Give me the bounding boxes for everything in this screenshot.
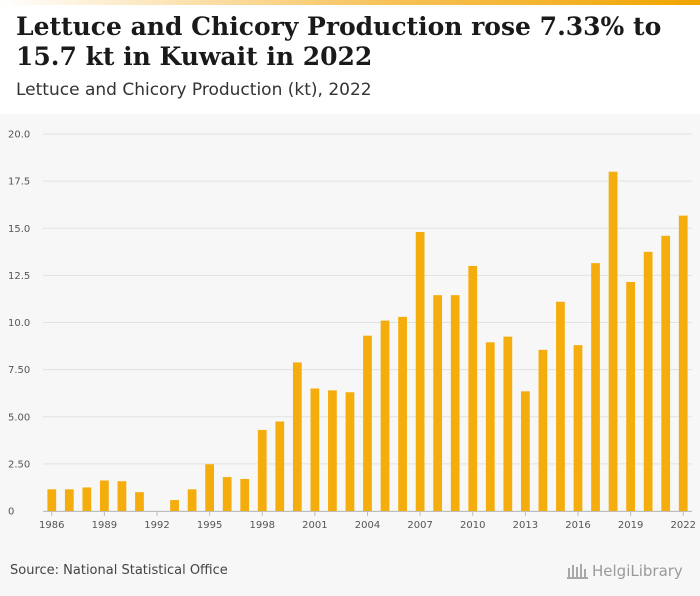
bar-2003: [345, 392, 355, 511]
bar-2011: [485, 342, 495, 511]
x-tick-label: 1989: [92, 520, 117, 531]
bar-1996: [222, 477, 232, 511]
bar-2006: [398, 316, 407, 511]
bar-chart: 0 2.50 5.00 7.50 10.0 12.5 15.0 17.5 20.0 1986 198…: [8, 130, 696, 532]
y-tick-label: 5.00: [8, 412, 30, 423]
bar-1987: [64, 489, 74, 511]
top-accent-strip: [0, 0, 700, 5]
y-tick-label: 0: [8, 507, 14, 518]
x-tick-label: 1998: [250, 520, 275, 531]
source-note: Source: National Statistical Office: [10, 563, 228, 578]
bar-1994: [187, 489, 197, 511]
bar-2019: [626, 281, 635, 511]
bar-2000: [292, 362, 302, 511]
bar-1997: [240, 478, 250, 511]
x-tick-label: 2004: [355, 520, 380, 531]
bar-2022: [678, 215, 688, 512]
bar-2018: [608, 171, 618, 511]
x-tick-label: 1986: [39, 520, 64, 531]
y-tick-label: 2.50: [8, 459, 30, 470]
y-tick-label: 7.50: [8, 365, 30, 376]
bar-1998: [257, 429, 267, 511]
chart-panel: 0 2.50 5.00 7.50 10.0 12.5 15.0 17.5 20.0 1986 198…: [0, 114, 700, 596]
bar-2020: [643, 251, 653, 511]
logo-text: HelgiLibrary: [592, 562, 683, 580]
x-tick-label: 2016: [565, 520, 590, 531]
bar-1986: [47, 489, 57, 511]
bar-1991: [135, 492, 144, 511]
bar-2007: [415, 232, 425, 511]
bar-2014: [538, 349, 548, 511]
bar-1988: [82, 487, 92, 511]
y-tick-label: 15.0: [8, 224, 30, 235]
bar-1990: [117, 481, 127, 511]
bar-1989: [100, 480, 109, 511]
bar-2016: [573, 345, 583, 511]
x-tick-label: 2019: [618, 520, 643, 531]
x-tick-label: 1992: [144, 520, 169, 531]
x-tick-label: 2013: [513, 520, 538, 531]
bar-2002: [328, 390, 337, 511]
x-tick-label: 2007: [407, 520, 432, 531]
bar-2001: [310, 388, 320, 511]
chart-subtitle: Lettuce and Chicory Production (kt), 202…: [16, 80, 372, 100]
helgilibrary-logo: HelgiLibrary: [567, 562, 683, 580]
bar-2004: [363, 335, 372, 511]
y-tick-label: 17.5: [8, 177, 30, 188]
bar-1999: [275, 421, 285, 511]
bar-2017: [591, 263, 600, 511]
y-tick-label: 20.0: [8, 130, 30, 141]
y-tick-label: 12.5: [8, 271, 30, 282]
bar-2013: [520, 391, 530, 511]
x-tick-label: 2010: [460, 520, 485, 531]
bar-1995: [205, 464, 215, 511]
bar-2021: [661, 235, 671, 511]
x-tick-label: 1995: [197, 520, 222, 531]
bar-2008: [433, 295, 443, 511]
library-icon: [567, 564, 588, 579]
bar-2010: [468, 265, 478, 511]
bar-2009: [450, 295, 460, 511]
page-title: Lettuce and Chicory Production rose 7.33…: [16, 12, 662, 71]
x-tick-label: 2001: [302, 520, 327, 531]
x-tick-label: 2022: [671, 520, 696, 531]
bar-1993: [170, 500, 179, 511]
y-tick-label: 10.0: [8, 318, 30, 329]
bar-2015: [556, 301, 565, 511]
bar-2005: [380, 320, 390, 511]
bar-2012: [503, 336, 513, 511]
